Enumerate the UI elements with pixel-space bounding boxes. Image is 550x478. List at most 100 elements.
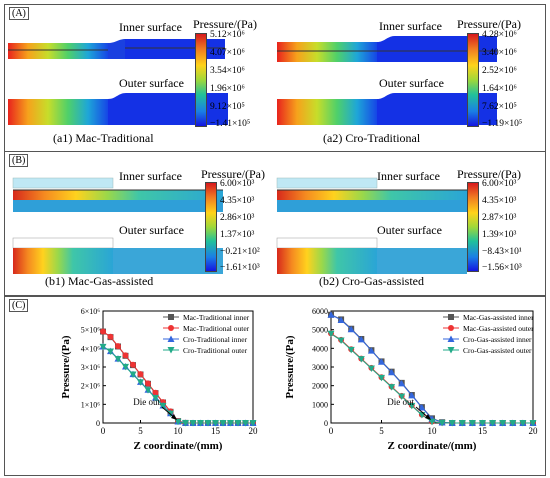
data-point: [408, 402, 416, 410]
legend-entry: Mac-Traditional inner: [183, 313, 250, 322]
data-point: [129, 371, 137, 378]
data-point: [174, 418, 182, 426]
data-point: [388, 368, 396, 376]
data-point: [499, 420, 507, 427]
data-point: [447, 347, 455, 354]
annotation-arrowhead: [171, 414, 177, 420]
panel-b: (B) Inner surface Outer surface (b1) Mac…: [4, 151, 546, 296]
inner-contour-strip: [276, 177, 467, 212]
y-tick-label: 1000: [312, 400, 328, 409]
data-point: [212, 420, 219, 427]
data-point: [408, 391, 416, 399]
data-point: [234, 420, 242, 427]
data-point: [347, 325, 355, 333]
tick: 3.54×10⁶: [210, 66, 245, 76]
x-tick-label: 15: [211, 426, 221, 436]
tick: −0.21×10²: [220, 247, 260, 257]
tick: 4.28×10⁶: [482, 30, 517, 40]
x-tick-label: 20: [249, 426, 259, 436]
x-tick-label: 10: [174, 426, 184, 436]
tick: −1.19×10⁵: [482, 119, 523, 129]
outer-contour-strip: [12, 237, 223, 274]
data-point: [347, 346, 355, 354]
data-point: [130, 361, 136, 368]
data-point: [114, 355, 122, 363]
caption: (a1) Mac-Traditional: [53, 131, 154, 145]
data-point: [468, 420, 476, 427]
inner-contour-strip: [277, 36, 497, 62]
tick: 6.00×10³: [220, 179, 255, 189]
tick: 4.35×10³: [220, 196, 255, 206]
data-point: [448, 314, 454, 320]
tick: −1.41×10⁵: [210, 119, 251, 129]
y-tick-label: 5×10⁶: [81, 326, 101, 335]
y-tick-label: 0: [324, 419, 328, 428]
x-tick-label: 0: [101, 426, 106, 436]
data-point: [398, 379, 406, 387]
data-point: [122, 352, 129, 359]
data-point: [227, 420, 234, 427]
y-tick-label: 2000: [312, 382, 328, 391]
data-point: [327, 311, 335, 318]
colorbar: [195, 33, 207, 127]
inner-contour-strip: [8, 39, 128, 59]
tick: −1.56×10³: [482, 263, 522, 273]
data-point: [428, 418, 436, 426]
data-point: [357, 335, 365, 343]
series: [99, 343, 257, 427]
x-tick-label: 20: [529, 426, 539, 436]
colorbar: [205, 182, 217, 272]
data-point: [122, 363, 129, 371]
tick: −1.61×10³: [220, 263, 260, 273]
annotation-arrowhead: [425, 414, 431, 420]
tick: 5.12×10⁶: [210, 30, 245, 40]
inner-surface-label: Inner surface: [119, 169, 182, 183]
data-point: [479, 420, 486, 427]
colorbar: [467, 182, 479, 272]
y-tick-label: 4000: [312, 344, 328, 353]
data-point: [438, 419, 446, 427]
x-axis-label: Z coordinate/(mm): [388, 440, 477, 452]
y-axis-label: Pressure/(Pa): [60, 335, 72, 398]
annotation-label: Die out: [133, 397, 160, 407]
data-point: [168, 325, 174, 331]
data-point: [509, 420, 517, 427]
tick: 1.64×10⁶: [482, 84, 517, 94]
y-tick-label: 1×10⁶: [81, 400, 101, 409]
line-chart-traditional: 0 1×10⁶ 2×10⁶ 3×10⁶ 4×10⁶ 5×10⁶ 6×10⁶ 0 5 10 15 20 Z…: [60, 307, 259, 452]
tick: 1.96×10⁶: [210, 84, 245, 94]
colorbar: [467, 33, 479, 127]
data-point: [137, 379, 144, 386]
data-point: [115, 343, 121, 350]
data-point: [388, 384, 396, 391]
legend-title: Pressure/(Pa): [457, 167, 521, 181]
legend-entry: Mac-Gas-assisted outer: [463, 324, 534, 333]
x-tick-label: 5: [138, 426, 143, 436]
tick: 6.00×10³: [482, 179, 517, 189]
outer-surface-label: Outer surface: [379, 76, 444, 90]
x-tick-label: 0: [329, 426, 334, 436]
data-point: [448, 420, 456, 427]
plot-frame: [102, 310, 254, 424]
data-point: [418, 404, 426, 411]
y-tick-label: 2×10⁶: [81, 382, 101, 391]
legend-title: Pressure/(Pa): [457, 17, 521, 31]
caption: (b1) Mac-Gas-assisted: [45, 274, 154, 288]
data-point: [167, 335, 175, 342]
plot-frame: [330, 310, 534, 424]
legend-entry: Cro-Traditional inner: [183, 335, 248, 344]
legend-entry: Cro-Traditional outer: [183, 346, 248, 355]
data-point: [327, 330, 335, 338]
caption: (a2) Cro-Traditional: [323, 131, 421, 145]
tick: 1.37×10³: [220, 230, 255, 240]
y-tick-label: 0: [96, 419, 100, 428]
legend-title: Pressure/(Pa): [193, 17, 257, 31]
legend-entry: Cro-Gas-assisted inner: [463, 335, 532, 344]
x-tick-label: 10: [428, 426, 438, 436]
data-point: [152, 394, 159, 402]
data-point: [378, 374, 385, 382]
data-point: [197, 420, 204, 427]
caption: (b2) Cro-Gas-assisted: [319, 274, 424, 288]
data-point: [249, 420, 257, 427]
data-point: [99, 343, 107, 351]
